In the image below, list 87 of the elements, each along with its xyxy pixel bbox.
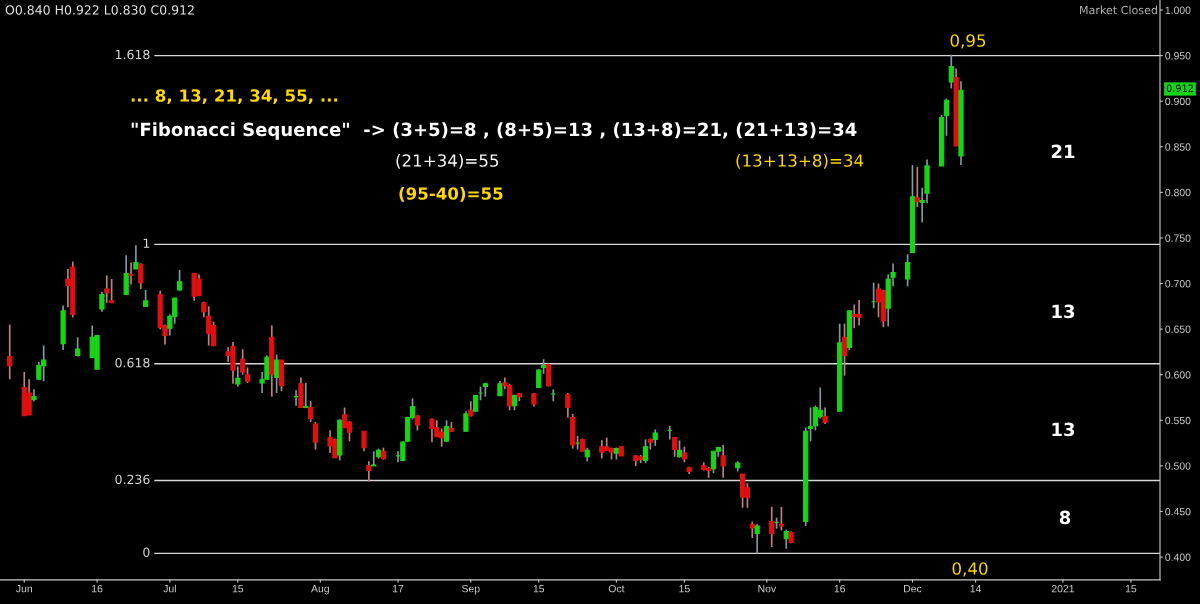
candlestick xyxy=(235,365,241,388)
candlestick xyxy=(26,378,32,416)
y-tick-label: 0.750 xyxy=(1165,234,1191,242)
candlestick xyxy=(463,410,469,433)
y-tick-label: 0.850 xyxy=(1165,143,1191,151)
candlestick xyxy=(298,376,304,409)
annotation: O0.840 H0.922 L0.830 C0.912 xyxy=(5,5,194,15)
x-tick-label: Jul xyxy=(163,584,176,593)
x-tick-label: Aug xyxy=(311,585,329,595)
annotation: 13 xyxy=(1052,304,1075,319)
candlestick xyxy=(99,290,105,313)
annotation: 0.618 xyxy=(115,357,150,368)
annotation: (95-40)=55 xyxy=(399,186,503,202)
y-tick-label: 0.800 xyxy=(1165,188,1191,197)
candlestick xyxy=(841,322,848,377)
x-tick-label: 2021 xyxy=(1051,584,1075,593)
candlestick xyxy=(312,421,319,451)
candlestick xyxy=(536,368,542,389)
annotation: 0,40 xyxy=(952,562,988,577)
x-tick-label: 17 xyxy=(392,585,404,593)
candlestick xyxy=(341,406,348,429)
candlestick xyxy=(943,97,950,137)
candlestick xyxy=(7,323,13,381)
annotation: 0.236 xyxy=(115,474,150,485)
candlestick xyxy=(672,436,678,458)
candlestick xyxy=(948,53,954,90)
candlestick xyxy=(274,353,280,394)
x-tick-label: Sep xyxy=(462,584,480,595)
annotation: Market Closed xyxy=(1080,5,1157,15)
y-tick-label: 0.600 xyxy=(1165,371,1191,379)
candlestick xyxy=(109,278,115,304)
x-tick-label: Jun xyxy=(16,585,32,593)
x-tick-label: 15 xyxy=(533,585,545,593)
candlestick xyxy=(176,269,183,292)
y-tick-label: 0.450 xyxy=(1165,507,1191,516)
candlestick xyxy=(642,438,649,464)
x-tick-label: 16 xyxy=(834,584,845,593)
annotation: "Fibonacci Sequence" -> (3+5)=8 , (8+5)=13 , (13+8)=21, (21+13)=34 xyxy=(131,122,857,140)
candlestick xyxy=(128,261,134,286)
x-tick-label: Nov xyxy=(758,585,777,593)
candlestick xyxy=(904,253,911,288)
candlestick xyxy=(123,254,129,296)
candlestick xyxy=(739,473,746,509)
y-tick-label: 0.700 xyxy=(1165,280,1191,288)
candlestick xyxy=(371,450,377,467)
candlestick xyxy=(778,506,785,532)
annotation: 8 xyxy=(1059,510,1071,525)
y-tick-label: 0.400 xyxy=(1165,553,1191,561)
annotation: (13+13+8)=34 xyxy=(736,153,864,169)
y-tick-label: 0.950 xyxy=(1165,52,1191,60)
y-tick-label: 0.900 xyxy=(1165,97,1191,106)
annotation: 0,95 xyxy=(950,34,986,49)
annotation: 21 xyxy=(1051,144,1075,158)
candlestick xyxy=(856,299,862,327)
annotation: 0 xyxy=(143,547,150,558)
candlestick xyxy=(875,282,882,319)
candlestick xyxy=(710,450,717,475)
y-tick-label: 1.000 xyxy=(1165,6,1191,14)
candlestick xyxy=(720,444,726,479)
candlestick xyxy=(769,506,775,548)
x-tick-label: 15 xyxy=(1125,585,1137,593)
y-tick-label: 0.500 xyxy=(1165,462,1191,470)
candlestick xyxy=(303,382,309,409)
annotation: 13 xyxy=(1052,422,1075,437)
candlestick xyxy=(104,274,110,304)
y-tick-label: 0.550 xyxy=(1165,416,1191,425)
candlestick xyxy=(308,400,314,423)
candlestick xyxy=(133,244,139,270)
text: 0.912 xyxy=(1166,84,1193,92)
annotation: ... 8, 13, 21, 34, 55, ... xyxy=(131,89,338,104)
candlestick xyxy=(138,262,144,290)
annotation: (21+34)=55 xyxy=(396,153,499,169)
x-tick-label: 16 xyxy=(92,584,103,593)
candlestick xyxy=(545,362,552,388)
candlestick xyxy=(366,460,372,483)
candlestick xyxy=(361,430,367,453)
y-tick-label: 0.650 xyxy=(1165,325,1191,333)
annotation: 1.618 xyxy=(115,49,150,60)
candlestick xyxy=(754,523,760,555)
candlestick xyxy=(914,166,920,208)
candlestick xyxy=(599,439,605,460)
x-tick-label: 15 xyxy=(232,585,244,593)
annotation: 1 xyxy=(143,238,150,248)
x-tick-label: 15 xyxy=(679,585,690,593)
x-tick-label: 14 xyxy=(970,585,982,593)
x-tick-label: Oct xyxy=(608,584,625,593)
x-tick-label: Dec xyxy=(904,585,922,593)
